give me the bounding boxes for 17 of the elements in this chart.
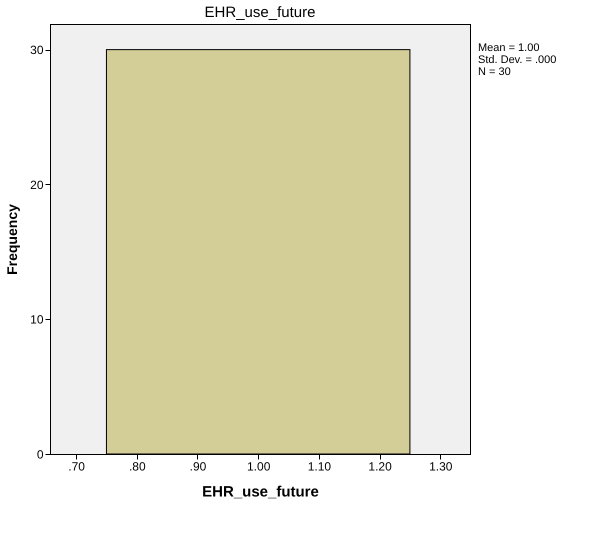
y-tick-label: 30 [30, 43, 44, 58]
x-axis-title: EHR_use_future [202, 484, 319, 500]
x-tick-label: .80 [128, 460, 146, 474]
x-tick-label: 1.10 [308, 460, 332, 474]
y-tick-label: 20 [30, 178, 44, 192]
y-tick-label: 0 [36, 448, 44, 462]
y-tick-label: 10 [30, 312, 44, 327]
text: Mean = 1.00 [478, 42, 540, 54]
x-tick-label: .90 [190, 460, 207, 474]
x-tick-label: .70 [68, 460, 86, 474]
y-axis-title: Frequency [4, 204, 20, 275]
chart-title: EHR_use_future [204, 4, 316, 21]
text: N = 30 [478, 66, 511, 78]
x-tick-label: 1.30 [429, 460, 453, 474]
text: Std. Dev. = .000 [478, 54, 556, 66]
x-tick-label: 1.00 [247, 460, 271, 474]
x-tick-label: 1.20 [368, 460, 392, 474]
